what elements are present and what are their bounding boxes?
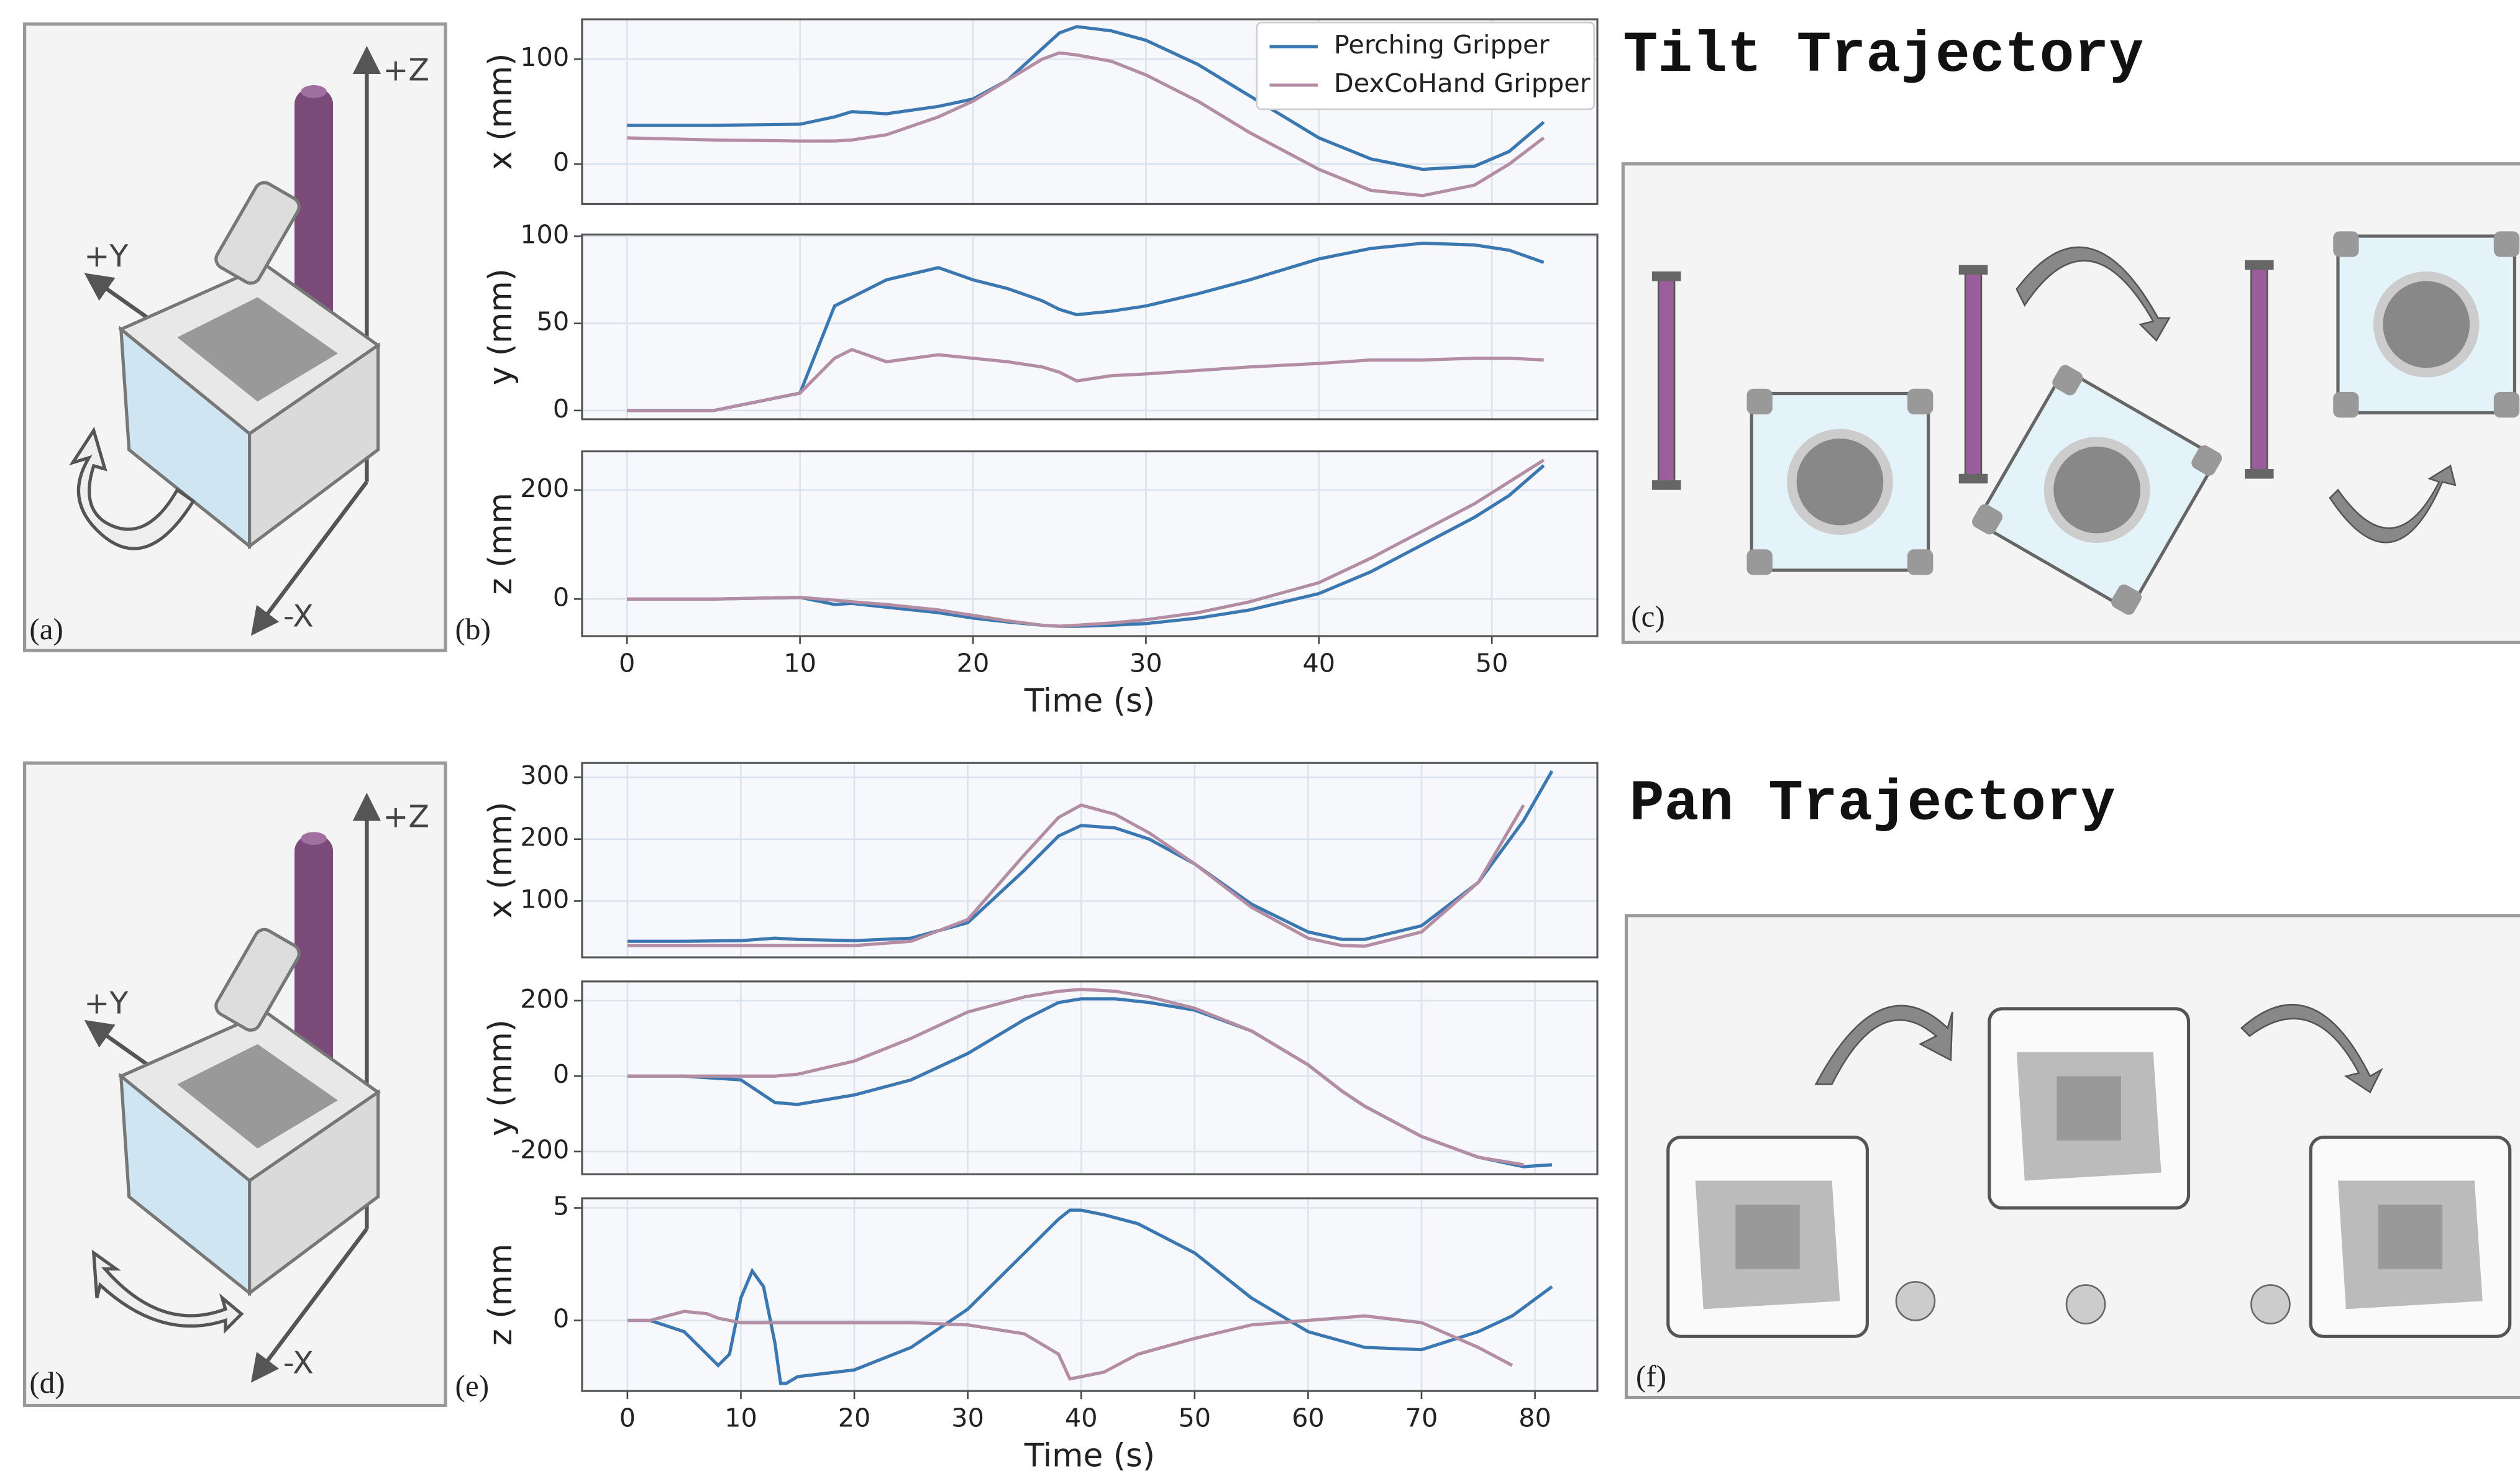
x-tick-label: 30 [951, 1403, 984, 1433]
y-tick-label: 5 [553, 1191, 569, 1221]
y-tick-label: 0 [553, 147, 569, 177]
x-tick-label: 10 [724, 1403, 757, 1433]
x-tick-label: 20 [957, 648, 990, 678]
page: {"figure":{"tilt_title":"Tilt Trajectory… [0, 0, 2520, 1481]
axis-name: +Z [383, 52, 429, 88]
y-tick-label: 0 [553, 1059, 569, 1089]
axis-name: +Y [84, 985, 129, 1021]
x-tick-label: 70 [1405, 1403, 1438, 1433]
plot-area [582, 235, 1597, 419]
x-axis-label: Time (s) [1024, 682, 1155, 719]
panel-label: (c) [1631, 599, 1665, 633]
gripper [1896, 1282, 1935, 1320]
x-tick-label: 20 [838, 1403, 871, 1433]
axis-name: -X [283, 598, 314, 634]
y-axis-label: x (mm) [482, 53, 519, 170]
y-tick-label: 200 [520, 473, 569, 503]
x-tick-label: 50 [1178, 1403, 1211, 1433]
axis-name: +Y [84, 238, 129, 274]
robot-tile [2311, 1137, 2510, 1337]
axis-name: +Z [383, 799, 429, 835]
x-tick-label: 40 [1065, 1403, 1098, 1433]
plot-area [582, 1198, 1597, 1391]
panel-label: (d) [29, 1365, 65, 1400]
y-axis-label: y (mm) [482, 268, 519, 385]
x-tick-label: 0 [619, 1403, 636, 1433]
y-tick-label: 200 [520, 984, 569, 1014]
x-tick-label: 40 [1302, 648, 1335, 678]
x-tick-label: 50 [1476, 648, 1509, 678]
robot-tile [1746, 389, 1933, 575]
y-tick-label: 100 [520, 884, 569, 914]
gripper [2066, 1285, 2105, 1324]
y-tick-label: 200 [520, 823, 569, 852]
y-axis-label: x (mm) [482, 802, 519, 919]
robot-tile [2333, 231, 2519, 417]
y-axis-label: z (mm [482, 493, 519, 595]
robot-tile [1668, 1137, 1868, 1337]
section-title: Pan Trajectory [1630, 772, 2116, 837]
panel-label: (b) [455, 612, 491, 646]
legend-label: DexCoHand Gripper [1334, 68, 1591, 98]
panel-label: (f) [1636, 1359, 1666, 1393]
y-tick-label: 50 [537, 307, 570, 337]
x-tick-label: 80 [1518, 1403, 1551, 1433]
figure: +Z +Y -X +Z +Y -X Tilt Trajectory Pan Tr… [0, 0, 2520, 1481]
y-axis-label: y (mm) [482, 1019, 519, 1136]
x-axis-label: Time (s) [1024, 1438, 1155, 1475]
x-tick-label: 10 [783, 648, 816, 678]
axis-name: -X [283, 1345, 314, 1381]
robot-tile [1989, 1009, 2189, 1208]
panel-label: (e) [455, 1369, 490, 1403]
plot-area [582, 763, 1597, 957]
y-axis-label: z (mm [482, 1244, 519, 1346]
y-tick-label: 0 [553, 394, 569, 424]
x-tick-label: 30 [1130, 648, 1162, 678]
y-tick-label: 100 [520, 219, 569, 249]
y-tick-label: 0 [553, 582, 569, 612]
x-tick-label: 0 [619, 648, 635, 678]
y-tick-label: 100 [520, 42, 569, 72]
section-title: Tilt Trajectory [1623, 23, 2143, 88]
panel-label: (a) [29, 612, 63, 646]
gripper [2251, 1285, 2289, 1324]
y-tick-label: 300 [520, 760, 569, 790]
y-tick-label: -200 [511, 1135, 569, 1165]
y-tick-label: 0 [553, 1304, 569, 1334]
legend-label: Perching Gripper [1334, 30, 1550, 60]
x-tick-label: 60 [1292, 1403, 1325, 1433]
plot-area [582, 452, 1597, 636]
